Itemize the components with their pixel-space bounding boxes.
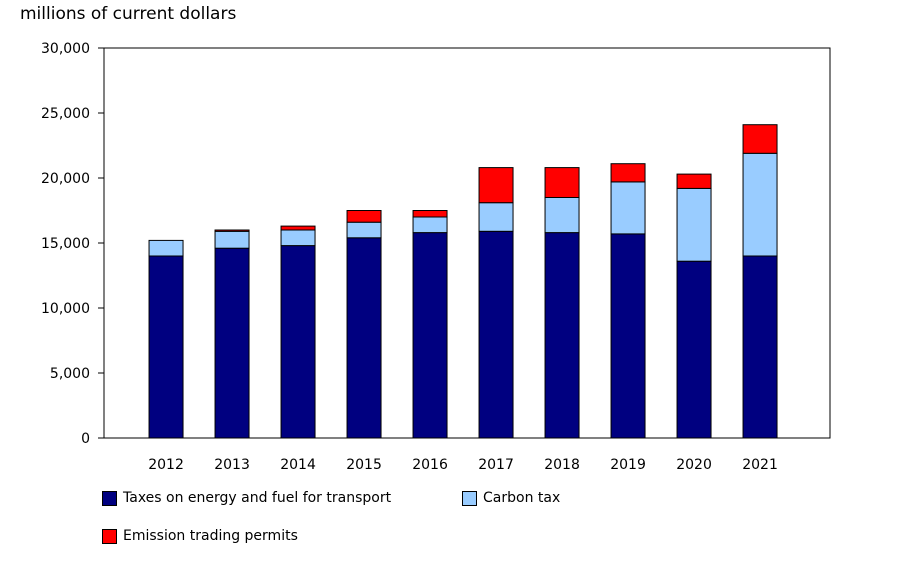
x-tick-label: 2014: [280, 457, 316, 473]
legend-label-carbon-tax: Carbon tax: [483, 490, 561, 506]
legend-swatch-emission-permits: [102, 528, 117, 544]
bar-segment-carbon-tax: [742, 152, 778, 257]
y-tick-label: 20,000: [41, 171, 90, 187]
bar-segment-taxes: [346, 237, 382, 439]
x-tick-label: 2015: [346, 457, 382, 473]
bar-segment-emission-permits: [742, 124, 778, 154]
bar-segment-emission-permits: [412, 210, 448, 218]
x-tick-label: 2013: [214, 457, 250, 473]
bar-segment-carbon-tax: [148, 239, 184, 257]
bar-segment-emission-permits: [346, 210, 382, 223]
y-tick-label: 10,000: [41, 301, 90, 317]
bar-segment-taxes: [676, 260, 712, 439]
legend-swatch-taxes: [102, 490, 117, 506]
y-tick-label: 0: [81, 431, 90, 447]
legend-item-emission-permits: Emission trading permits: [102, 528, 298, 544]
legend-item-taxes: Taxes on energy and fuel for transport: [102, 490, 391, 506]
legend-item-carbon-tax: Carbon tax: [462, 490, 560, 506]
bar-segment-taxes: [280, 245, 316, 439]
x-tick-label: 2016: [412, 457, 448, 473]
legend-label-taxes: Taxes on energy and fuel for transport: [123, 490, 392, 506]
x-tick-label: 2021: [742, 457, 778, 473]
bar-segment-carbon-tax: [214, 230, 250, 249]
stacked-bar-chart: 0 5,000 10,000 15,000 20,000 25,000 30,000 2012…: [41, 41, 831, 473]
x-tick-label: 2012: [148, 457, 184, 473]
bar-segment-carbon-tax: [610, 181, 646, 235]
bar-segment-carbon-tax: [412, 216, 448, 234]
bar-segment-carbon-tax: [544, 197, 580, 234]
bar-segment-emission-permits: [610, 163, 646, 183]
plot-frame: [103, 47, 831, 439]
y-tick-label: 25,000: [41, 106, 90, 122]
y-tick-label: 5,000: [50, 366, 90, 382]
bar-segment-carbon-tax: [280, 229, 316, 247]
y-axis-unit-label: millions of current dollars: [20, 4, 237, 24]
bar-segment-carbon-tax: [676, 187, 712, 262]
x-tick-label: 2019: [610, 457, 646, 473]
bar-segment-carbon-tax: [478, 202, 514, 232]
bar-segment-emission-permits: [676, 173, 712, 189]
bar-segment-emission-permits: [280, 225, 316, 231]
y-tick-label: 30,000: [41, 41, 90, 57]
bar-segment-taxes: [610, 233, 646, 439]
x-tick-label: 2018: [544, 457, 580, 473]
bar-segment-emission-permits: [544, 167, 580, 199]
legend-label-emission-permits: Emission trading permits: [123, 528, 298, 544]
bar-segment-emission-permits: [214, 229, 250, 232]
legend-swatch-carbon-tax: [462, 490, 477, 506]
bar-segment-taxes: [544, 232, 580, 439]
bar-segment-taxes: [412, 232, 448, 439]
bar-segment-emission-permits: [478, 167, 514, 204]
bar-segment-taxes: [148, 255, 184, 439]
y-tick-label: 15,000: [41, 236, 90, 252]
bar-segment-taxes: [742, 255, 778, 439]
bar-segment-carbon-tax: [346, 221, 382, 239]
bar-segment-taxes: [478, 230, 514, 439]
x-tick-label: 2020: [676, 457, 712, 473]
x-tick-label: 2017: [478, 457, 514, 473]
bar-segment-taxes: [214, 247, 250, 439]
